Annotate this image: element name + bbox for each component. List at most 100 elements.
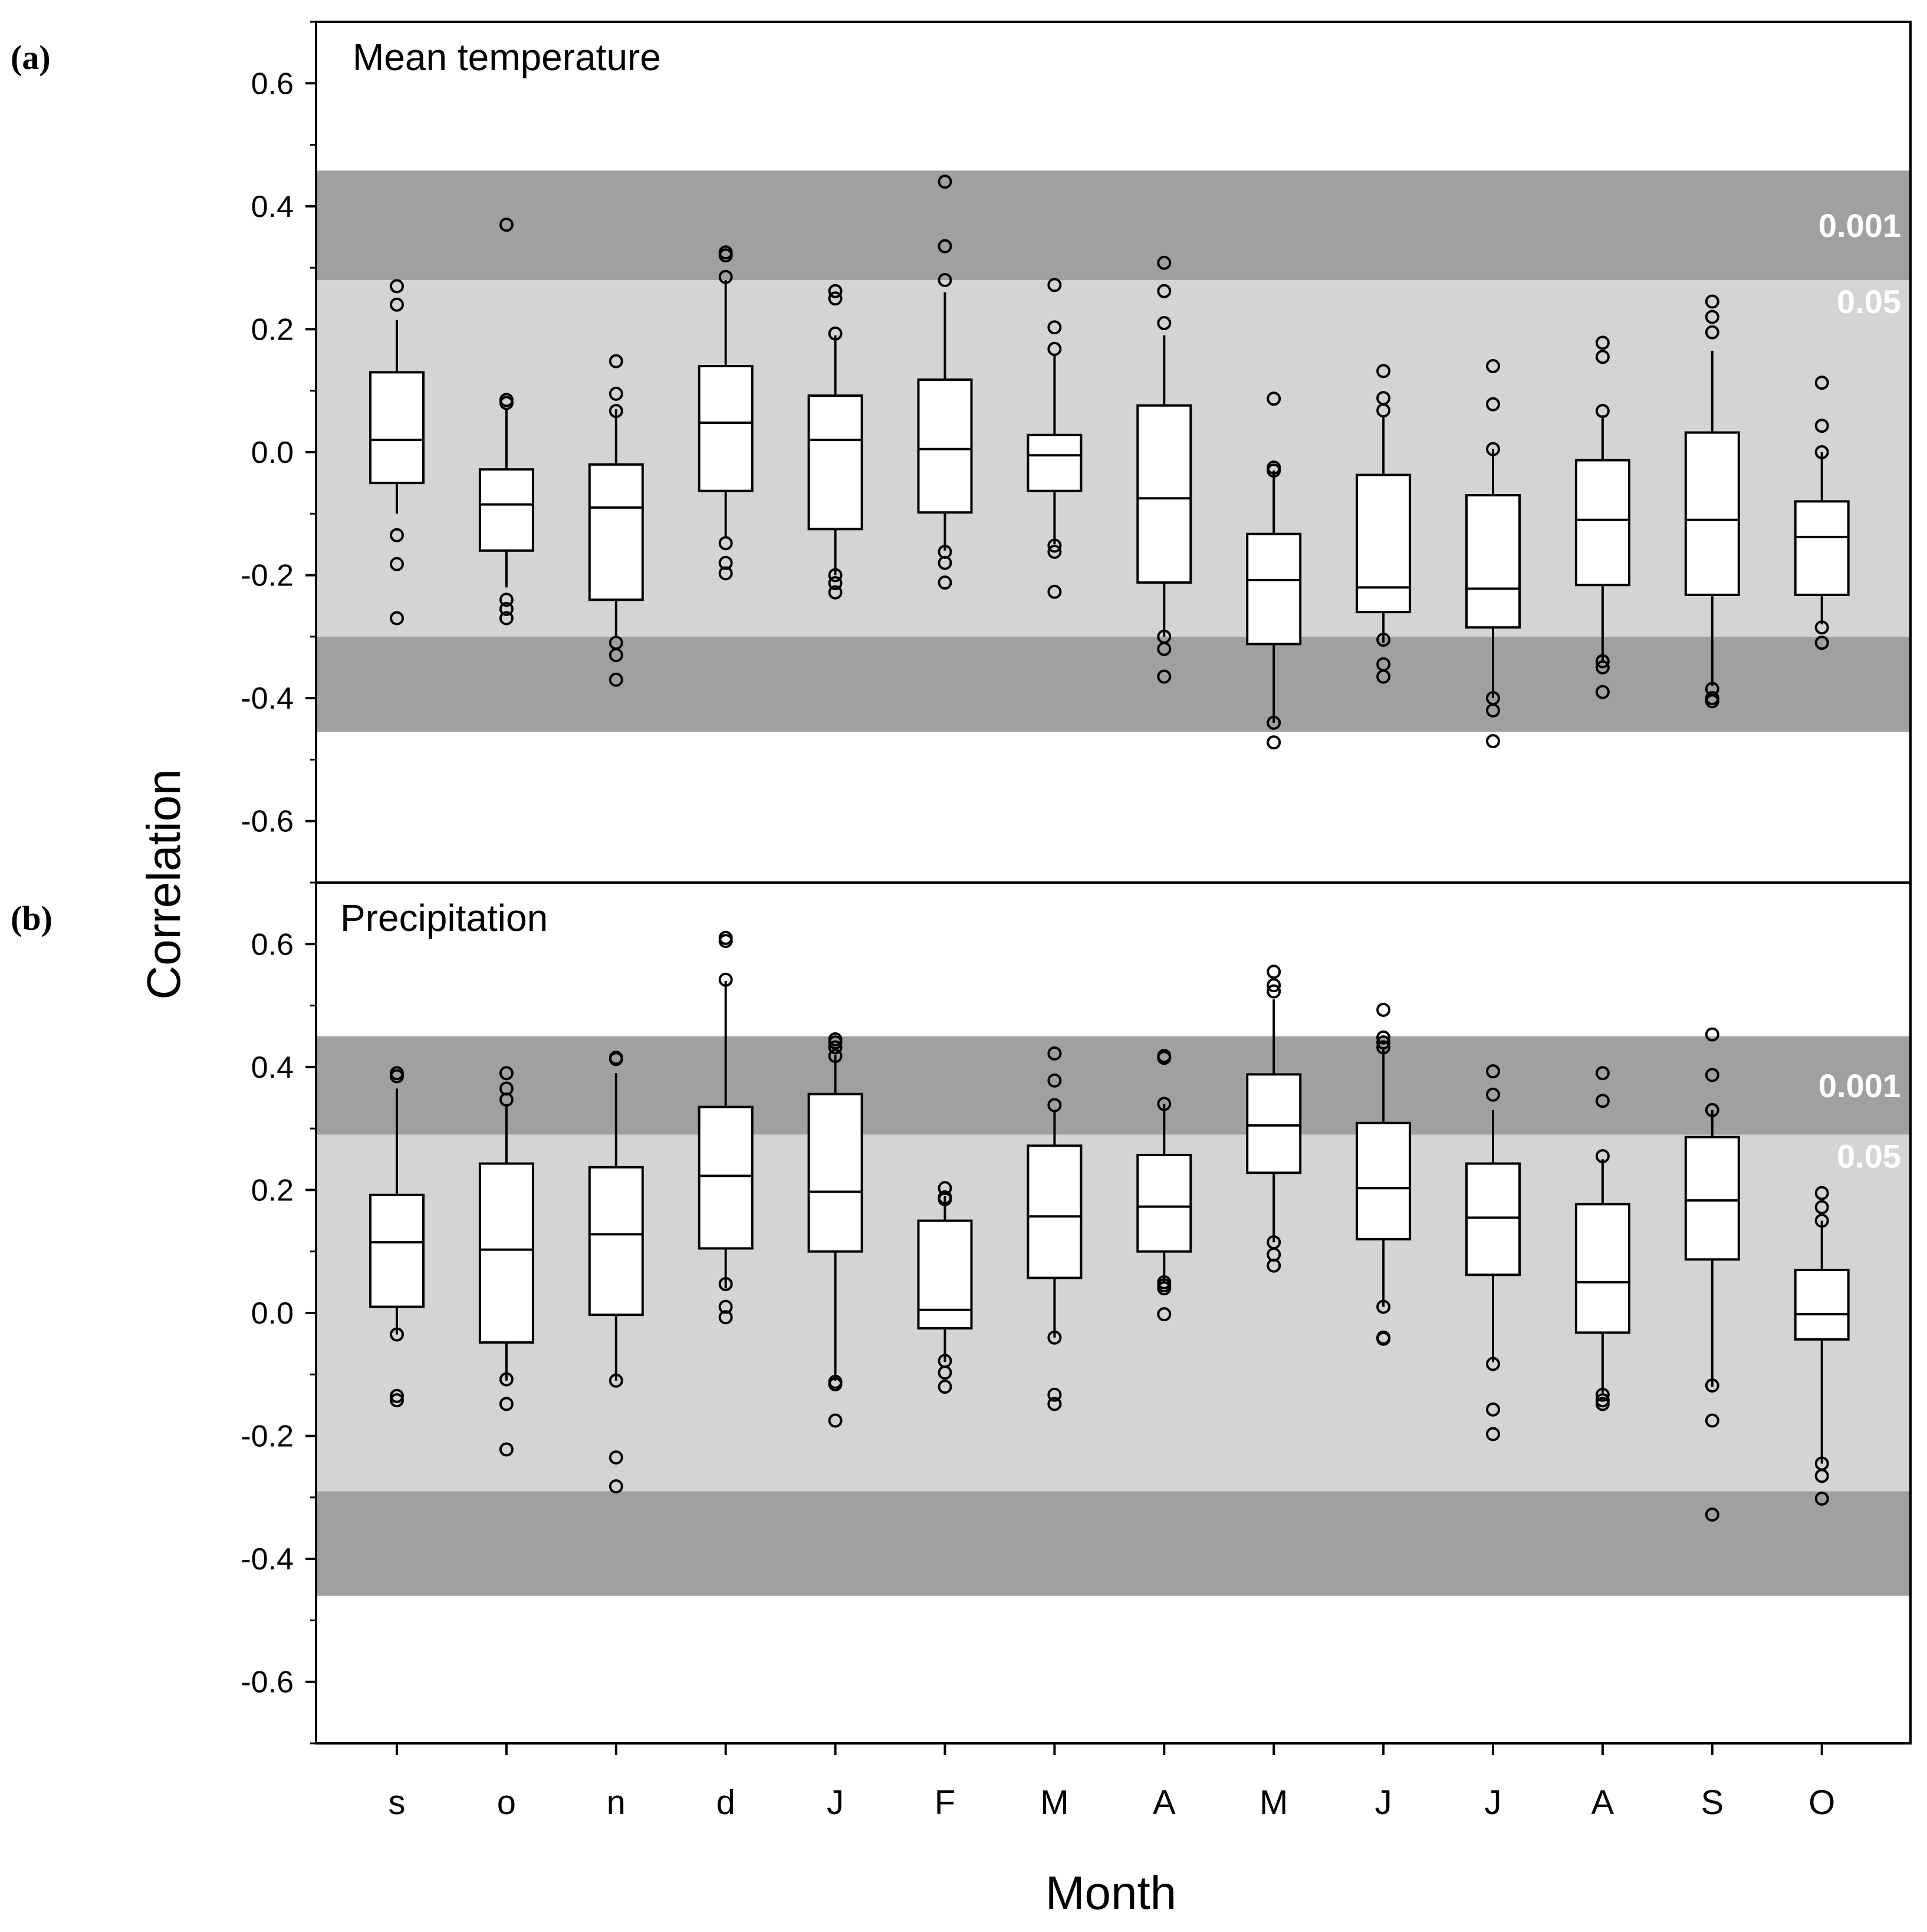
panel-mean-temperature: 0.001 0.05 0.6 0.4 0.2 0.0 -0.2 -0.4 -0.6 Mean te… bbox=[11, 21, 1912, 884]
outlier-point bbox=[1047, 1098, 1062, 1113]
outlier-point bbox=[1157, 1281, 1172, 1296]
box-J-4 bbox=[807, 1032, 863, 1428]
outlier-point bbox=[1047, 278, 1062, 292]
outlier-point bbox=[609, 1373, 623, 1388]
box-o-1 bbox=[478, 218, 534, 626]
y-tick-label: -0.4 bbox=[241, 682, 294, 716]
x-tick-label: A bbox=[1591, 1783, 1614, 1822]
outlier-point bbox=[1157, 316, 1172, 330]
outlier-point bbox=[1376, 1331, 1391, 1346]
outlier-point bbox=[1157, 1307, 1172, 1322]
y-tick-label: -0.2 bbox=[241, 559, 294, 593]
outlier-point bbox=[1486, 1402, 1500, 1417]
outlier-point bbox=[1814, 445, 1829, 459]
outlier-point bbox=[1376, 1030, 1391, 1045]
box-iqr bbox=[369, 371, 425, 485]
box-s-0 bbox=[369, 1066, 425, 1408]
outlier-point bbox=[1486, 1427, 1500, 1441]
outlier-point bbox=[1157, 1097, 1172, 1111]
outlier-point bbox=[1595, 1397, 1610, 1411]
outlier-point bbox=[1267, 1258, 1281, 1273]
band-0.001-upper bbox=[316, 1036, 1910, 1135]
outlier-point bbox=[718, 566, 733, 581]
outlier-point bbox=[1814, 1491, 1829, 1506]
outlier-point bbox=[938, 1365, 952, 1380]
outlier-point bbox=[1486, 1357, 1500, 1371]
box-J-4 bbox=[807, 284, 863, 600]
outlier-point bbox=[828, 1035, 843, 1050]
box-n-2 bbox=[588, 1051, 644, 1494]
band-0.05 bbox=[316, 280, 1910, 637]
box-iqr bbox=[1465, 494, 1521, 629]
x-tick-label: J bbox=[1375, 1783, 1392, 1822]
box-iqr bbox=[698, 1105, 754, 1250]
outlier-point bbox=[1047, 1073, 1062, 1088]
outlier-point bbox=[1267, 463, 1281, 478]
outlier-point bbox=[1595, 1387, 1610, 1402]
outlier-point bbox=[390, 1069, 404, 1084]
y-tick-label: 0.6 bbox=[251, 927, 294, 962]
outlier-point bbox=[718, 972, 733, 987]
box-M-6 bbox=[1027, 1046, 1083, 1411]
box-iqr bbox=[917, 378, 973, 514]
box-J-10 bbox=[1465, 1064, 1521, 1441]
outlier-point bbox=[1486, 442, 1500, 456]
outlier-point bbox=[1047, 1330, 1062, 1345]
outlier-point bbox=[1486, 703, 1500, 717]
outlier-point bbox=[390, 297, 404, 312]
outlier-point bbox=[718, 1276, 733, 1291]
outlier-point bbox=[828, 326, 843, 341]
band-label-0.05: 0.05 bbox=[1837, 1138, 1901, 1175]
x-axis-title: Month bbox=[1045, 1867, 1176, 1919]
outlier-point bbox=[1376, 1299, 1391, 1314]
outlier-point bbox=[1814, 1469, 1829, 1483]
box-S-12 bbox=[1684, 1027, 1740, 1522]
outlier-point bbox=[1705, 1413, 1719, 1428]
y-tick-label: -0.6 bbox=[241, 1666, 294, 1700]
outlier-point bbox=[1157, 641, 1172, 656]
box-iqr bbox=[807, 1092, 863, 1253]
box-iqr bbox=[1027, 1144, 1083, 1279]
outlier-point bbox=[828, 585, 843, 600]
outlier-point bbox=[1157, 1051, 1172, 1065]
box-iqr bbox=[1356, 473, 1412, 614]
box-iqr bbox=[1794, 1269, 1850, 1341]
y-tick-label: 0.4 bbox=[251, 1051, 294, 1085]
y-tick-label: -0.4 bbox=[241, 1542, 294, 1576]
panel-title: Mean temperature bbox=[353, 36, 661, 78]
panel-letter: (a) bbox=[11, 38, 51, 77]
outlier-point bbox=[1595, 1066, 1610, 1081]
outlier-point bbox=[938, 1192, 952, 1207]
outlier-point bbox=[1376, 364, 1391, 378]
outlier-point bbox=[1047, 584, 1062, 599]
box-iqr bbox=[917, 1219, 973, 1330]
outlier-point bbox=[1267, 715, 1281, 730]
box-iqr bbox=[478, 468, 534, 552]
outlier-point bbox=[1705, 1508, 1719, 1522]
x-tick-label: O bbox=[1808, 1783, 1835, 1822]
box-iqr bbox=[1136, 404, 1192, 584]
outlier-point bbox=[1157, 255, 1172, 270]
box-iqr bbox=[588, 1166, 644, 1316]
outlier-point bbox=[609, 386, 623, 401]
outlier-point bbox=[1376, 633, 1391, 647]
box-iqr bbox=[588, 463, 644, 601]
outlier-point bbox=[390, 557, 404, 571]
box-s-0 bbox=[369, 279, 425, 626]
box-M-8 bbox=[1246, 391, 1302, 750]
box-M-8 bbox=[1246, 965, 1302, 1273]
outlier-point bbox=[718, 934, 733, 949]
outlier-point bbox=[1705, 325, 1719, 340]
outlier-point bbox=[390, 528, 404, 542]
band-label-0.001: 0.001 bbox=[1819, 1067, 1901, 1104]
box-iqr bbox=[1465, 1162, 1521, 1276]
outlier-point bbox=[1814, 636, 1829, 650]
outlier-point bbox=[1047, 320, 1062, 335]
y-tick-label: -0.2 bbox=[241, 1420, 294, 1454]
y-tick-label: 0.0 bbox=[251, 436, 294, 470]
box-A-7 bbox=[1136, 1049, 1192, 1322]
outlier-point bbox=[828, 1377, 843, 1391]
outlier-point bbox=[1047, 1046, 1062, 1061]
outlier-point bbox=[718, 1299, 733, 1314]
outlier-point bbox=[1486, 1087, 1500, 1102]
